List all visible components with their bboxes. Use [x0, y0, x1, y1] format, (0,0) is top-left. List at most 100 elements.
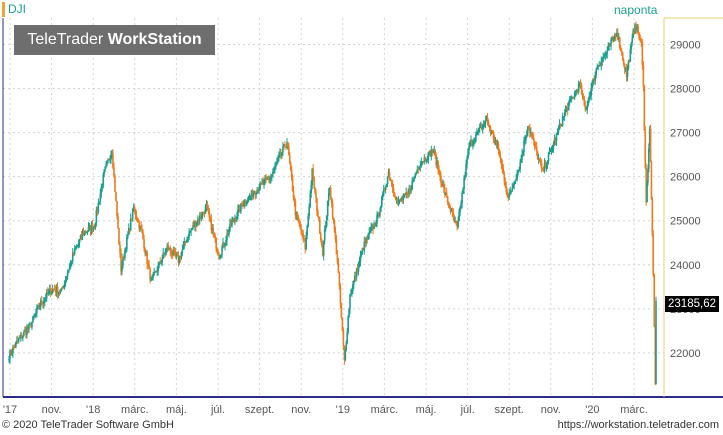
candle-body: [252, 193, 255, 198]
candle-body: [636, 25, 638, 30]
x-tick-label: nov.: [541, 404, 561, 416]
candle-body: [134, 209, 137, 216]
candle-body: [33, 316, 35, 318]
candle-body: [480, 125, 483, 130]
candle-body: [322, 240, 325, 256]
candle-body: [380, 206, 382, 212]
candle-body: [450, 209, 453, 212]
candle-body: [605, 53, 608, 55]
candle-body: [72, 252, 75, 255]
candle-body: [563, 112, 566, 117]
candle-body: [497, 144, 500, 150]
candle-body: [567, 103, 570, 111]
candle-body: [187, 236, 190, 238]
candle-body: [451, 209, 454, 213]
candle-body: [434, 150, 437, 156]
candle-body: [634, 24, 636, 32]
candle-body: [210, 218, 213, 230]
candle-body: [178, 256, 181, 263]
candle-body: [269, 178, 271, 180]
candle-body: [108, 159, 110, 161]
candle-body: [651, 198, 654, 235]
candle-body: [73, 248, 76, 255]
candle-body: [293, 198, 296, 202]
candle-body: [435, 155, 437, 165]
candle-body: [393, 192, 396, 197]
candle-body: [155, 271, 157, 273]
candle-body: [525, 135, 527, 141]
candle-body: [184, 240, 187, 243]
candle-body: [116, 201, 118, 217]
candle-body: [84, 231, 87, 233]
candle-body: [585, 109, 588, 111]
candle-body: [177, 255, 180, 263]
candle-body: [578, 82, 581, 84]
candle-body: [303, 239, 306, 241]
candle-body: [102, 174, 105, 186]
candle-body: [42, 300, 45, 304]
candle-body: [348, 308, 350, 317]
candle-body: [126, 237, 128, 250]
candle-body: [248, 196, 251, 198]
x-tick-label: márc.: [371, 404, 399, 416]
candle-body: [454, 220, 457, 222]
candle-body: [74, 248, 77, 250]
price-chart[interactable]: 2200023000240002500026000270002800029000…: [0, 0, 723, 418]
candle-body: [183, 240, 186, 246]
candle-body: [164, 252, 167, 254]
candle-body: [182, 245, 185, 250]
copyright-text: © 2020 TeleTrader Software GmbH: [2, 419, 174, 431]
candle-body: [61, 287, 64, 289]
candle-body: [249, 195, 252, 197]
candle-body: [494, 141, 497, 143]
candle-body: [558, 123, 561, 130]
candle-body: [262, 182, 264, 185]
candle-body: [356, 268, 359, 272]
candle-body: [285, 146, 287, 148]
candle-body: [239, 206, 241, 212]
candle-body: [56, 286, 59, 294]
candle-body: [471, 140, 473, 146]
symbol-label[interactable]: DJI: [2, 2, 26, 17]
candle-body: [144, 248, 146, 254]
candle-body: [104, 166, 106, 170]
candle-body: [549, 149, 552, 152]
candle-body: [218, 255, 220, 260]
candle-body: [370, 227, 372, 231]
footer-url[interactable]: https://workstation.teletrader.com: [557, 419, 719, 431]
candle-body: [517, 170, 519, 173]
candle-body: [128, 227, 131, 231]
candle-body: [51, 288, 54, 291]
candle-body: [594, 75, 596, 81]
candle-body: [57, 291, 60, 294]
candle-body: [629, 49, 632, 62]
candle-body: [650, 161, 653, 199]
candle-body: [216, 248, 218, 252]
candle-body: [384, 186, 387, 191]
candle-body: [335, 239, 338, 254]
candle-body: [533, 140, 536, 147]
candle-body: [330, 197, 333, 204]
candle-body: [489, 127, 492, 132]
candle-body: [624, 68, 627, 70]
candle-body: [202, 211, 205, 213]
candle-body: [170, 251, 173, 255]
candle-body: [357, 262, 360, 272]
candle-body: [129, 218, 132, 231]
candle-body: [205, 204, 208, 207]
x-tick-label: júl.: [210, 404, 225, 416]
candle-body: [456, 224, 458, 228]
period-label[interactable]: naponta: [614, 3, 658, 17]
candle-body: [326, 200, 329, 217]
teletrader-logo: TeleTrader WorkStation: [14, 25, 215, 55]
candle-body: [417, 169, 420, 171]
candle-body: [127, 234, 129, 238]
candle-body: [94, 223, 97, 228]
candle-body: [83, 231, 86, 236]
candle-body: [230, 223, 232, 226]
candle-body: [219, 256, 221, 260]
candle-body: [11, 352, 13, 354]
candle-body: [316, 198, 318, 212]
candle-body: [556, 131, 559, 134]
candle-body: [231, 221, 233, 226]
